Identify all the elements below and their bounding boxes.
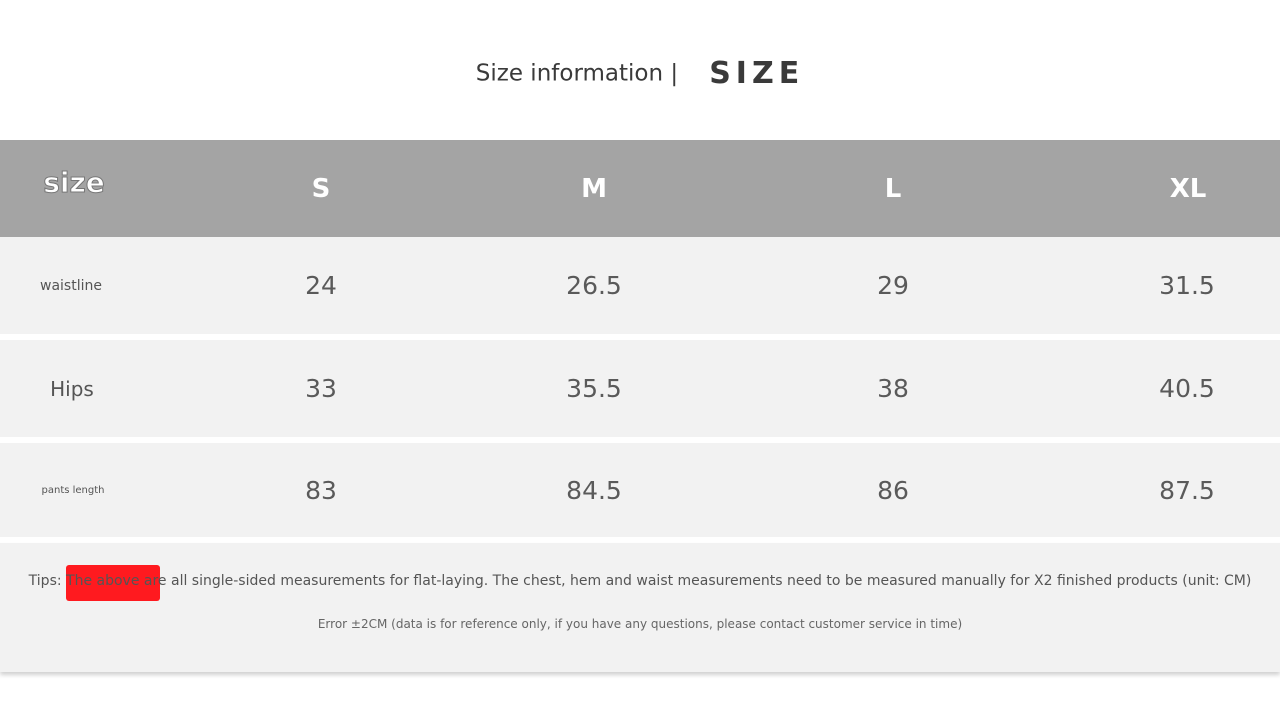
row-label: pants length <box>41 484 105 496</box>
row-label: waistline <box>40 277 102 294</box>
cell-value: 40.5 <box>1159 374 1215 403</box>
table-row: waistline 24 26.5 29 31.5 <box>0 237 1280 334</box>
header-s: S <box>311 173 331 204</box>
cell-value: 87.5 <box>1159 475 1215 505</box>
table-row: Hips 33 35.5 38 40.5 <box>0 340 1280 437</box>
title-text: Size information | <box>475 60 679 87</box>
cell-value: 38 <box>877 374 909 403</box>
cell-value: 33 <box>305 374 337 403</box>
tips-text: Tips: The above are all single-sided mea… <box>28 573 1252 589</box>
title-emphasis: SIZE <box>709 56 805 91</box>
header-l: L <box>884 173 902 204</box>
notes-panel: Tips: The above are all single-sided mea… <box>0 543 1280 672</box>
row-label: Hips <box>50 376 94 401</box>
cell-value: 86 <box>877 475 909 505</box>
cell-value: 29 <box>877 271 909 300</box>
cell-value: 84.5 <box>566 475 622 505</box>
cell-value: 26.5 <box>566 271 622 300</box>
header-size: size <box>43 166 106 200</box>
table-header: size S M L XL <box>0 140 1280 237</box>
cell-value: 24 <box>305 271 337 300</box>
page-title: Size information | SIZE <box>0 56 1280 91</box>
cell-value: 83 <box>305 475 337 505</box>
tips-highlight <box>66 565 160 601</box>
header-m: M <box>581 173 607 204</box>
error-note: Error ±2CM (data is for reference only, … <box>317 617 963 631</box>
header-xl: XL <box>1169 173 1207 204</box>
cell-value: 31.5 <box>1159 271 1215 300</box>
table-row: pants length 83 84.5 86 87.5 <box>0 443 1280 537</box>
cell-value: 35.5 <box>566 374 622 403</box>
